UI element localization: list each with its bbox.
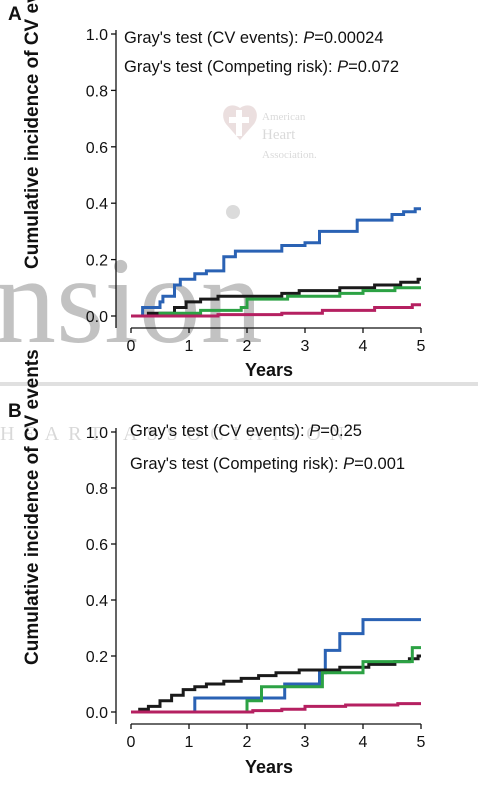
chart-b: 0.0 0.2 0.4 0.6 0.8 1.0 0 1 2 3 4 5 <box>86 425 426 751</box>
series-line-2 <box>131 277 421 318</box>
stat-a-2-prefix: Gray's test (Competing risk): <box>124 58 338 76</box>
y-tick-label: 1.0 <box>86 27 108 44</box>
y-tick-label: 0.8 <box>86 83 108 100</box>
stat-b-1-prefix: Gray's test (CV events): <box>130 422 310 440</box>
x-tick-label: 5 <box>417 734 426 751</box>
x-tick-label: 4 <box>359 734 368 751</box>
stat-a-1-p: P <box>303 29 315 47</box>
y-tick-label: 0.4 <box>86 196 108 213</box>
series-line-4 <box>131 303 421 318</box>
series-line-4 <box>131 702 421 714</box>
stat-a-2-p: P <box>337 58 349 76</box>
y-tick-label: 0.2 <box>86 253 108 270</box>
stat-b-1-value: =0.25 <box>320 422 362 440</box>
x-axis-label-b: Years <box>245 757 294 777</box>
x-tick-label: 5 <box>417 338 426 355</box>
x-tick-label: 0 <box>127 338 136 355</box>
y-tick-label: 0.8 <box>86 481 108 498</box>
series-line-3 <box>131 646 421 714</box>
stat-b-2-p: P <box>343 455 355 473</box>
x-tick-label: 0 <box>127 734 136 751</box>
panel-label-b: B <box>8 401 22 422</box>
stat-line-a-2: Gray's test (Competing risk): P=0.072 <box>124 58 399 77</box>
stat-a-1-value: =0.00024 <box>314 29 384 47</box>
stat-b-1-p: P <box>309 422 321 440</box>
series-line-2 <box>131 654 421 714</box>
stat-line-b-1: Gray's test (CV events): P=0.25 <box>130 422 362 441</box>
y-tick-label: 0.0 <box>86 705 108 722</box>
y-tick-label: 0.0 <box>86 309 108 326</box>
x-tick-label: 2 <box>243 338 252 355</box>
series-line-1 <box>131 207 421 318</box>
stat-b-2-value: =0.001 <box>354 455 406 473</box>
y-tick-label: 0.6 <box>86 140 108 157</box>
stat-b-2-prefix: Gray's test (Competing risk): <box>130 455 344 473</box>
stat-a-2-value: =0.072 <box>348 58 400 76</box>
x-tick-label: 2 <box>243 734 252 751</box>
panel-label-a: A <box>8 4 22 25</box>
stat-a-1-prefix: Gray's test (CV events): <box>124 29 304 47</box>
x-tick-label: 3 <box>301 338 310 355</box>
x-tick-label: 4 <box>359 338 368 355</box>
x-axis-label-a: Years <box>245 360 294 380</box>
y-tick-label: 0.6 <box>86 537 108 554</box>
x-tick-label: 1 <box>185 338 194 355</box>
x-tick-label: 1 <box>185 734 194 751</box>
y-tick-label: 0.4 <box>86 593 108 610</box>
y-tick-label: 0.2 <box>86 649 108 666</box>
x-tick-label: 3 <box>301 734 310 751</box>
y-tick-label: 1.0 <box>86 425 108 442</box>
chart-a: 0.0 0.2 0.4 0.6 0.8 1.0 0 1 2 3 4 5 <box>86 27 426 355</box>
series-line-3 <box>131 286 421 318</box>
stat-line-b-2: Gray's test (Competing risk): P=0.001 <box>130 455 405 474</box>
stat-line-a-1: Gray's test (CV events): P=0.00024 <box>124 29 384 48</box>
